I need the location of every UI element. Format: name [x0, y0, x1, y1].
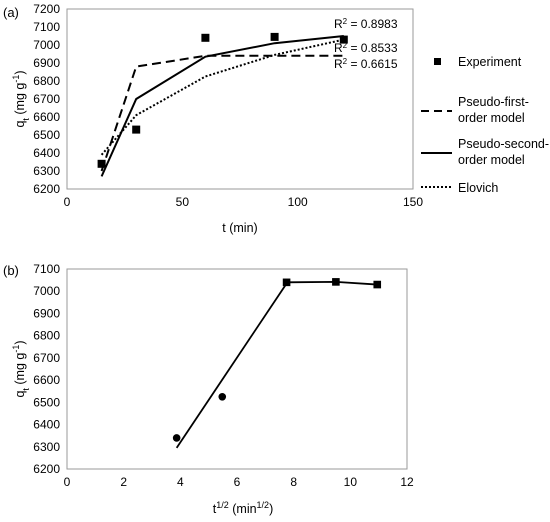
legend-item-experiment: Experiment: [434, 55, 522, 69]
panel-b-y-tick-label: 6500: [33, 395, 60, 409]
panel-b-y-tick-label: 6300: [33, 440, 60, 454]
panel-b-label: (b): [3, 263, 19, 278]
line-pseudo-first-order: [100, 54, 344, 172]
experiment-data-point: [132, 125, 141, 134]
panel-a-x-tick-label: 0: [64, 195, 71, 209]
experiment-data-point: [201, 33, 210, 42]
legend-item-pseudo-first-order: Pseudo-first- order model: [421, 95, 529, 125]
experiment-data-point: [339, 35, 348, 44]
equilibrium-fit-line: [286, 280, 378, 286]
panel-a-y-ticks: 6200 6300 6400 6500 6600 6700 6800 6900 7000 7100…: [33, 2, 60, 196]
panel-b-y-tick-label: 7100: [33, 262, 60, 276]
panel-b: (b) 6200 6300 6400 6500 6600 6700 6800 6900 7000…: [3, 262, 414, 516]
panel-b-x-tick-label: 6: [234, 475, 241, 489]
r2-annotation-second-order: R2 = 0.8533: [334, 41, 398, 56]
circle-data-point: [218, 392, 227, 401]
panel-b-x-tick-label: 4: [177, 475, 184, 489]
legend-label-pseudo-first-order-2: order model: [458, 111, 525, 125]
panel-a: (a) 6200 6300 6400 6500 6600 6700 6800 6900 7000…: [3, 2, 549, 235]
panel-a-y-tick-label: 6400: [33, 146, 60, 160]
panel-b-x-tick-label: 0: [64, 475, 71, 489]
panel-b-y-tick-label: 7000: [33, 284, 60, 298]
legend-label-experiment: Experiment: [458, 55, 522, 69]
panel-b-y-tick-label: 6200: [33, 462, 60, 476]
panel-a-x-ticks: 0 50 100 150: [64, 195, 424, 209]
panel-a-x-tick-label: 100: [288, 195, 308, 209]
panel-b-x-ticks: 0 2 4 6 8 10 12: [64, 475, 414, 489]
panel-a-y-tick-label: 6200: [33, 182, 60, 196]
panel-a-y-tick-label: 6900: [33, 56, 60, 70]
panel-b-x-tick-label: 2: [120, 475, 127, 489]
panel-a-y-tick-label: 6500: [33, 128, 60, 142]
intraparticle-fit-line: [175, 282, 288, 449]
panel-b-y-tick-label: 6600: [33, 373, 60, 387]
panel-b-y-tick-label: 6700: [33, 351, 60, 365]
panel-a-r2-annotations: R2 = 0.8983 R2 = 0.8533 R2 = 0.6615: [334, 17, 398, 72]
panel-a-y-tick-label: 7100: [33, 20, 60, 34]
panel-a-series: [97, 32, 348, 177]
panel-b-y-tick-label: 6800: [33, 329, 60, 343]
experiment-data-point: [97, 159, 106, 168]
panel-a-y-tick-label: 6300: [33, 164, 60, 178]
panel-b-series: [172, 278, 382, 449]
line-pseudo-second-order: [100, 35, 344, 177]
panel-b-y-tick-label: 6900: [33, 306, 60, 320]
panel-a-plot-area: [66, 8, 414, 190]
panel-b-y-ticks: 6200 6300 6400 6500 6600 6700 6800 6900 7000 7100: [33, 262, 60, 476]
legend-item-elovich: Elovich: [421, 181, 498, 195]
square-data-point: [332, 278, 340, 286]
panel-a-x-tick-label: 150: [403, 195, 423, 209]
panel-b-x-tick-label: 12: [400, 475, 414, 489]
square-data-point: [373, 280, 382, 289]
panel-a-y-tick-label: 6700: [33, 92, 60, 106]
panel-a-y-tick-label: 7200: [33, 2, 60, 16]
circle-data-point: [172, 434, 181, 442]
panel-a-x-tick-label: 50: [176, 195, 190, 209]
panel-a-x-axis-label: t (min): [222, 221, 257, 235]
experiment-data-point: [270, 32, 279, 41]
legend-label-pseudo-second-order-2: order model: [458, 153, 525, 167]
panel-a-y-tick-label: 7000: [33, 38, 60, 52]
panel-b-plot-area: [66, 268, 408, 470]
panel-a-label: (a): [3, 5, 19, 20]
panel-a-y-axis-label: qt (mg g-1): [11, 70, 31, 127]
panel-a-y-tick-label: 6600: [33, 110, 60, 124]
r2-annotation-first-order: R2 = 0.8983: [334, 17, 398, 32]
panel-a-y-tick-label: 6800: [33, 74, 60, 88]
panel-b-y-tick-label: 6400: [33, 418, 60, 432]
panel-b-x-tick-label: 8: [290, 475, 297, 489]
legend-marker-square: [434, 58, 441, 65]
panel-a-legend: Experiment Pseudo-first- order model Pse…: [421, 55, 549, 195]
panel-b-x-tick-label: 10: [344, 475, 358, 489]
legend-item-pseudo-second-order: Pseudo-second- order model: [421, 137, 549, 167]
r2-annotation-elovich: R2 = 0.6615: [334, 57, 398, 72]
panel-b-y-axis-label: qt (mg g-1): [11, 340, 31, 397]
legend-label-pseudo-second-order-1: Pseudo-second-: [458, 137, 549, 151]
legend-label-pseudo-first-order-1: Pseudo-first-: [458, 95, 529, 109]
legend-label-elovich: Elovich: [458, 181, 498, 195]
square-data-point: [282, 278, 291, 287]
panel-b-x-axis-label: t1/2 (min1/2): [213, 500, 273, 516]
